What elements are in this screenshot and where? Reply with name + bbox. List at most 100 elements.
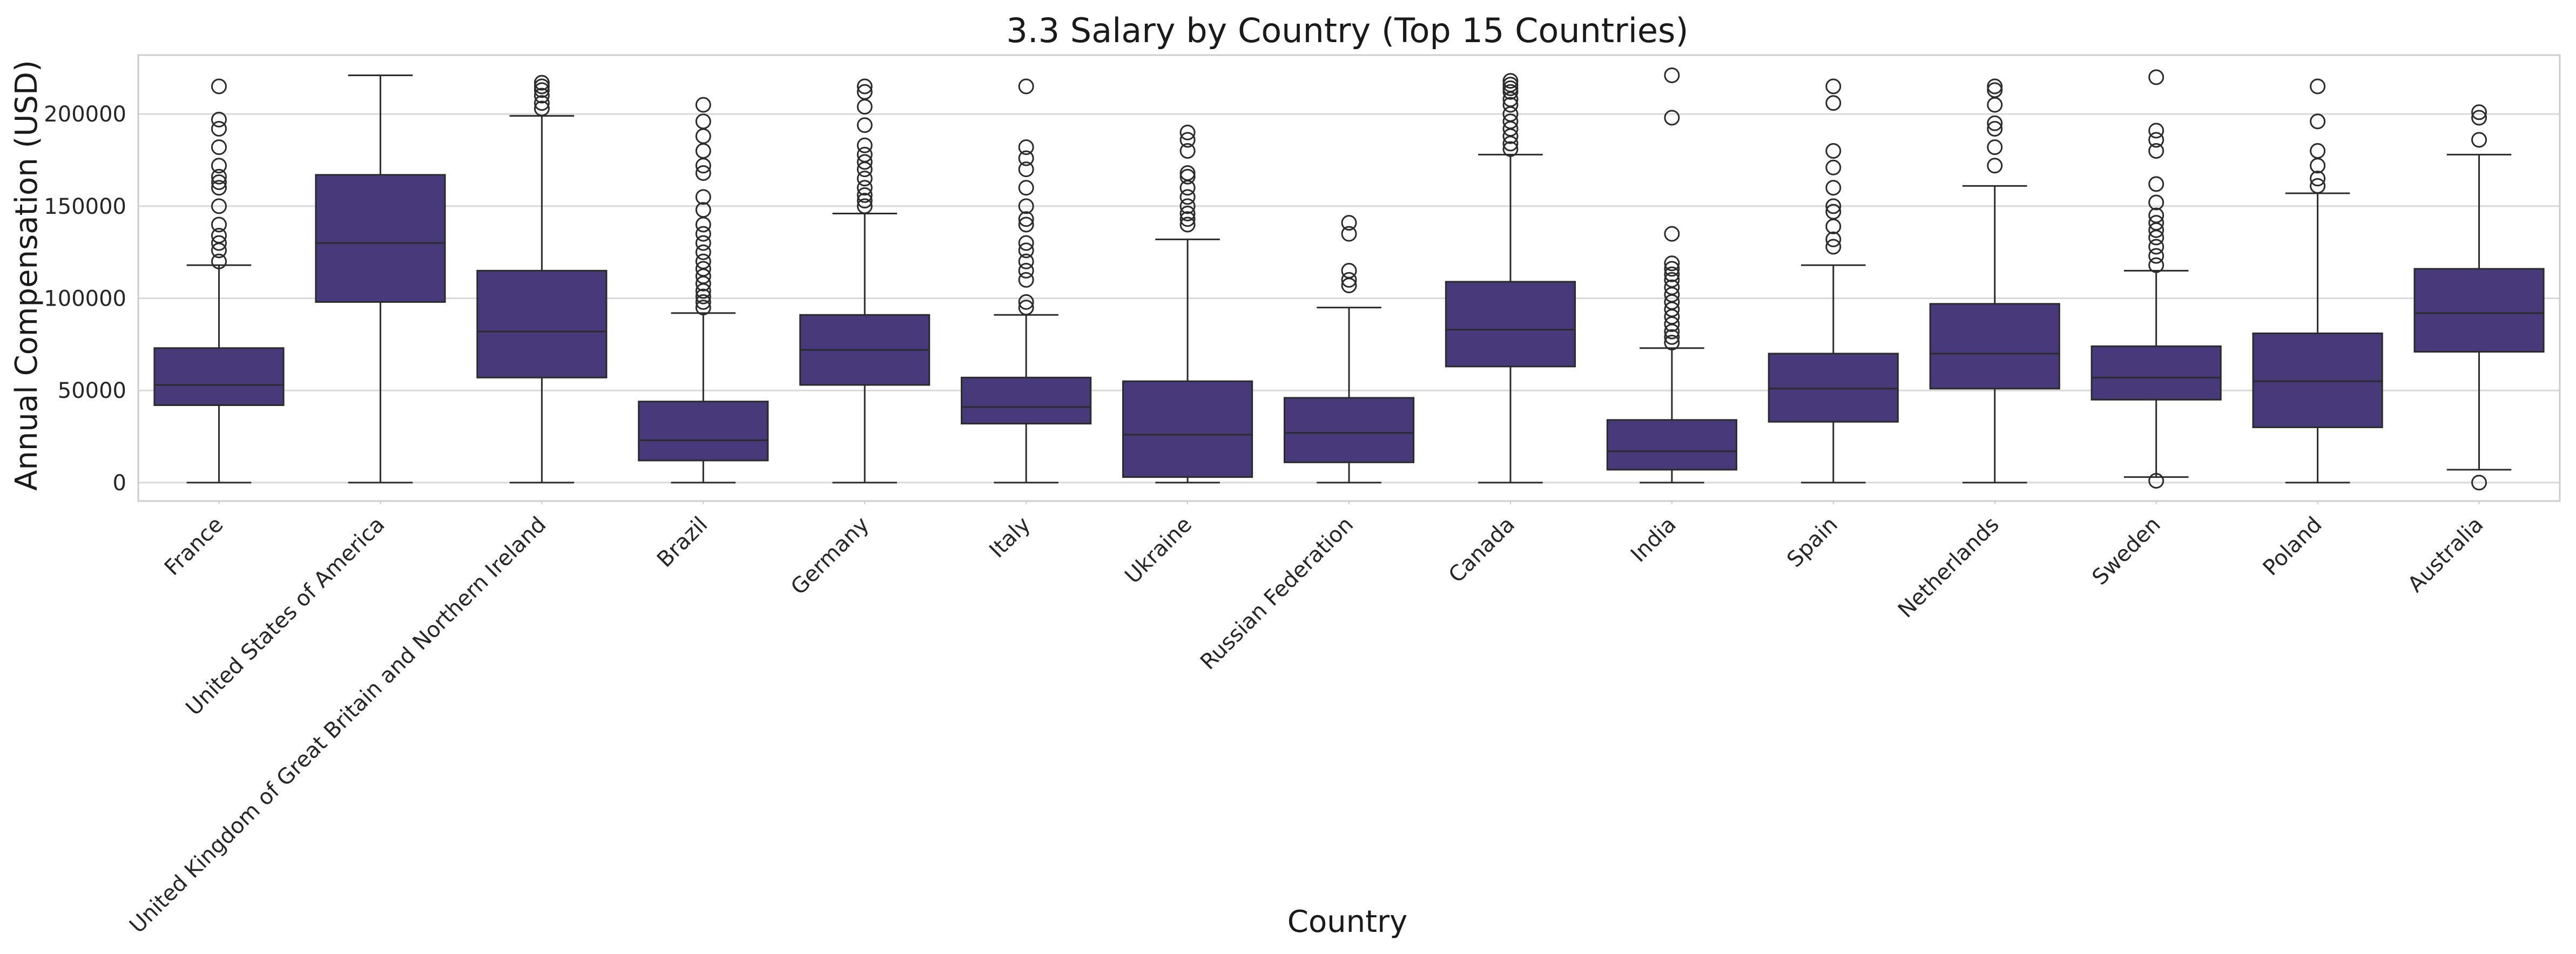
outlier-point: [1502, 73, 1519, 89]
iqr-box: [1122, 380, 1253, 478]
outlier-point: [1825, 95, 1842, 111]
outlier-point: [1502, 97, 1519, 113]
x-tick-label: France: [160, 512, 228, 581]
outlier-point: [857, 171, 873, 187]
y-tick-label: 50000: [58, 378, 126, 403]
outlier-point: [695, 216, 711, 233]
outlier-point: [695, 226, 711, 242]
x-tick-label: Sweden: [2087, 512, 2165, 590]
outlier-point: [695, 294, 711, 310]
iqr-box: [1445, 281, 1576, 368]
outlier-point: [1825, 218, 1842, 234]
outlier-point: [1018, 150, 1034, 166]
outlier-point: [2148, 207, 2164, 224]
outlier-point: [1987, 97, 2003, 113]
outlier-point: [2148, 123, 2164, 139]
outlier-point: [211, 253, 227, 269]
outlier-point: [695, 235, 711, 251]
outlier-point: [695, 288, 711, 305]
outlier-point: [695, 113, 711, 130]
outlier-point: [695, 143, 711, 159]
outlier-point: [211, 111, 227, 127]
outlier-point: [2148, 132, 2164, 148]
x-tick-label: Netherlands: [1893, 512, 2004, 623]
outlier-point: [1825, 143, 1842, 159]
outlier-point: [1987, 121, 2003, 137]
outlier-point: [211, 78, 227, 94]
x-tick-label: Italy: [984, 512, 1035, 563]
outlier-point: [1018, 262, 1034, 279]
outlier-point: [857, 198, 873, 214]
iqr-box: [476, 269, 608, 378]
outlier-point: [695, 97, 711, 113]
outlier-point: [1664, 329, 1680, 345]
outlier-point: [2148, 472, 2164, 489]
outlier-point: [211, 180, 227, 196]
y-tick-label: 100000: [44, 287, 126, 312]
outlier-point: [1018, 300, 1034, 316]
outlier-point: [211, 139, 227, 155]
outlier-point: [1664, 226, 1680, 242]
outlier-point: [1018, 294, 1034, 310]
outlier-point: [1502, 77, 1519, 93]
outlier-point: [1825, 159, 1842, 175]
outlier-point: [2471, 475, 2487, 491]
outlier-point: [534, 100, 550, 117]
box-group-15: [2413, 104, 2545, 491]
outlier-point: [1664, 261, 1680, 277]
outlier-point: [211, 168, 227, 185]
iqr-box: [315, 174, 446, 303]
outlier-point: [2310, 171, 2326, 187]
box-group-9: [1445, 73, 1576, 484]
box-group-6: [961, 78, 1092, 484]
iqr-box: [2413, 268, 2545, 353]
outlier-point: [211, 216, 227, 233]
outlier-point: [1179, 168, 1196, 185]
outlier-point: [1179, 143, 1196, 159]
outlier-point: [1664, 255, 1680, 272]
outlier-point: [1502, 84, 1519, 100]
outlier-point: [1018, 78, 1034, 94]
x-tick-label: Poland: [2258, 512, 2327, 581]
outlier-point: [2310, 143, 2326, 159]
outlier-point: [1502, 80, 1519, 96]
outlier-point: [1179, 189, 1196, 205]
box-group-10: [1606, 67, 1737, 484]
outlier-point: [1987, 115, 2003, 131]
y-axis-label: Annual Compensation (USD): [9, 60, 44, 491]
y-tick-label: 200000: [44, 102, 126, 127]
outlier-point: [1825, 198, 1842, 214]
outlier-point: [857, 146, 873, 163]
x-tick-label: Russian Federation: [1196, 512, 1358, 675]
outlier-point: [2148, 143, 2164, 159]
outlier-point: [1987, 82, 2003, 98]
y-tick-label: 0: [113, 471, 126, 496]
box-group-7: [1122, 124, 1253, 484]
x-tick-label: Australia: [2403, 512, 2489, 598]
outlier-point: [1825, 239, 1842, 255]
outlier-point: [1987, 78, 2003, 94]
outlier-point: [2310, 178, 2326, 194]
box-group-14: [2252, 78, 2383, 484]
outlier-point: [2310, 78, 2326, 94]
outlier-point: [1664, 279, 1680, 295]
outlier-point: [211, 227, 227, 243]
outlier-point: [1018, 180, 1034, 196]
outlier-point: [1825, 204, 1842, 220]
iqr-box: [153, 347, 285, 407]
outlier-point: [1179, 124, 1196, 140]
outlier-point: [1987, 158, 2003, 174]
y-tick-label: 150000: [44, 194, 126, 219]
outlier-point: [695, 165, 711, 181]
outlier-point: [1502, 113, 1519, 130]
outlier-point: [534, 75, 550, 91]
outlier-point: [1825, 180, 1842, 196]
outlier-point: [2148, 215, 2164, 231]
x-axis-label: Country: [1287, 904, 1407, 939]
outlier-point: [211, 174, 227, 191]
outlier-point: [695, 128, 711, 144]
outlier-point: [1341, 262, 1357, 279]
outlier-point: [1341, 215, 1357, 231]
iqr-box: [2252, 332, 2383, 428]
outlier-point: [1179, 132, 1196, 148]
